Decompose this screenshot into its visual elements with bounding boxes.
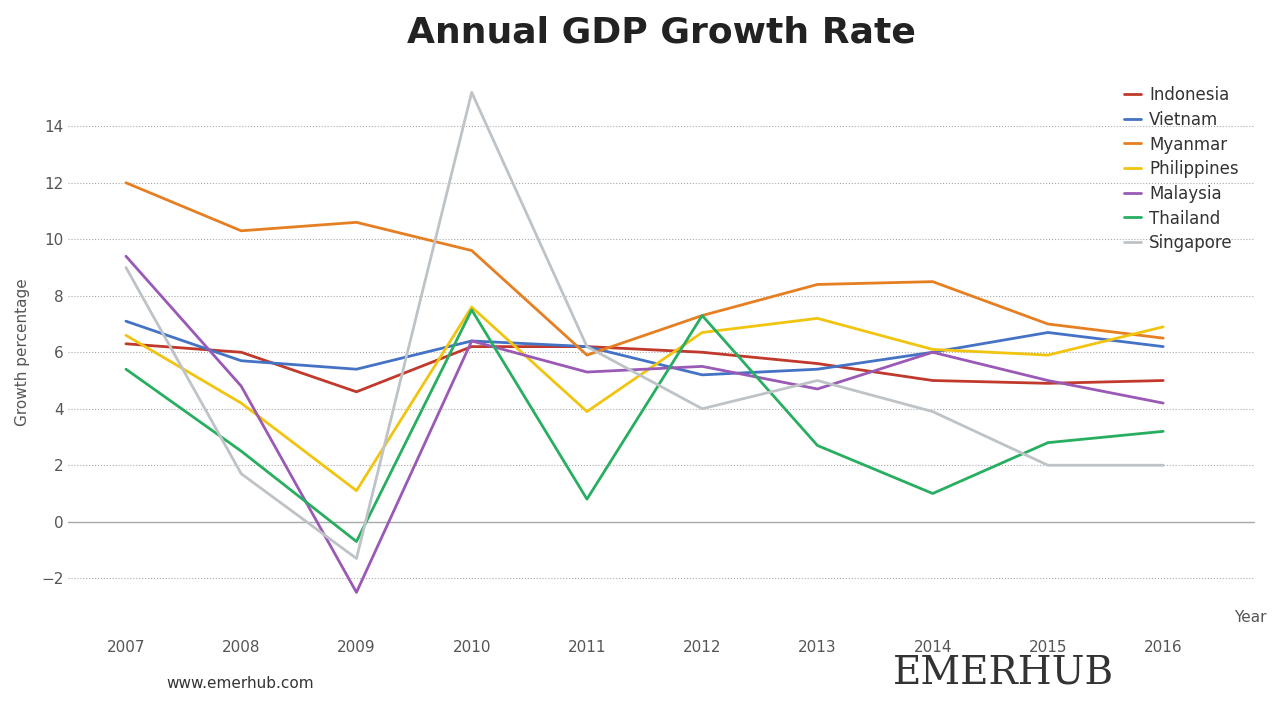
Malaysia <box>118 252 133 261</box>
Y-axis label: Growth percentage: Growth percentage <box>15 279 29 426</box>
Line: Indonesia: Indonesia <box>125 343 1164 392</box>
Malaysia <box>925 348 941 356</box>
Philippines <box>925 345 941 354</box>
Vietnam <box>695 371 710 379</box>
Philippines <box>1041 351 1056 359</box>
Singapore <box>695 405 710 413</box>
Singapore <box>233 469 248 478</box>
Vietnam <box>118 317 133 325</box>
Indonesia <box>465 342 480 351</box>
Line: Malaysia: Malaysia <box>125 256 1164 593</box>
Singapore <box>1041 461 1056 469</box>
Indonesia <box>1156 376 1171 384</box>
Indonesia <box>695 348 710 356</box>
Vietnam <box>1041 328 1056 337</box>
Thailand <box>233 447 248 456</box>
Vietnam <box>233 356 248 365</box>
Myanmar <box>925 277 941 286</box>
Singapore <box>1156 461 1171 469</box>
Malaysia <box>465 337 480 346</box>
Line: Philippines: Philippines <box>125 307 1164 490</box>
Vietnam <box>348 365 364 374</box>
Indonesia <box>925 376 941 384</box>
Malaysia <box>233 382 248 390</box>
Thailand <box>465 305 480 314</box>
Indonesia <box>118 339 133 348</box>
Line: Singapore: Singapore <box>125 92 1164 559</box>
Vietnam <box>580 342 595 351</box>
Malaysia <box>1041 376 1056 384</box>
Philippines <box>465 302 480 311</box>
Indonesia <box>348 387 364 396</box>
Philippines <box>348 486 364 495</box>
Thailand <box>1156 427 1171 436</box>
Philippines <box>233 399 248 408</box>
Malaysia <box>1156 399 1171 408</box>
Myanmar <box>348 218 364 227</box>
Philippines <box>580 408 595 416</box>
Malaysia <box>810 384 826 393</box>
Line: Myanmar: Myanmar <box>125 183 1164 355</box>
Line: Thailand: Thailand <box>125 310 1164 541</box>
Indonesia <box>233 348 248 356</box>
Indonesia <box>810 359 826 368</box>
Malaysia <box>348 588 364 597</box>
Text: EMERHUB: EMERHUB <box>892 654 1114 691</box>
Thailand <box>695 311 710 320</box>
Malaysia <box>580 368 595 377</box>
Title: Annual GDP Growth Rate: Annual GDP Growth Rate <box>407 15 916 49</box>
Philippines <box>695 328 710 337</box>
Indonesia <box>580 342 595 351</box>
Thailand <box>118 365 133 374</box>
Text: www.emerhub.com: www.emerhub.com <box>166 676 314 691</box>
Singapore <box>580 342 595 351</box>
Myanmar <box>233 227 248 235</box>
Singapore <box>465 88 480 96</box>
Line: Vietnam: Vietnam <box>125 321 1164 375</box>
Vietnam <box>465 337 480 346</box>
Thailand <box>925 489 941 498</box>
Myanmar <box>1041 320 1056 328</box>
Vietnam <box>925 348 941 356</box>
Myanmar <box>1156 334 1171 343</box>
Myanmar <box>810 280 826 289</box>
Thailand <box>1041 438 1056 447</box>
Vietnam <box>810 365 826 374</box>
Myanmar <box>695 311 710 320</box>
Philippines <box>810 314 826 323</box>
Thailand <box>580 495 595 503</box>
Text: Year: Year <box>1234 610 1267 625</box>
Thailand <box>810 441 826 450</box>
Myanmar <box>465 246 480 255</box>
Singapore <box>810 376 826 384</box>
Singapore <box>118 264 133 272</box>
Indonesia <box>1041 379 1056 387</box>
Legend: Indonesia, Vietnam, Myanmar, Philippines, Malaysia, Thailand, Singapore: Indonesia, Vietnam, Myanmar, Philippines… <box>1116 78 1247 261</box>
Singapore <box>348 554 364 563</box>
Thailand <box>348 537 364 546</box>
Malaysia <box>695 362 710 371</box>
Myanmar <box>118 179 133 187</box>
Vietnam <box>1156 342 1171 351</box>
Philippines <box>118 331 133 340</box>
Singapore <box>925 408 941 416</box>
Myanmar <box>580 351 595 359</box>
Philippines <box>1156 323 1171 331</box>
